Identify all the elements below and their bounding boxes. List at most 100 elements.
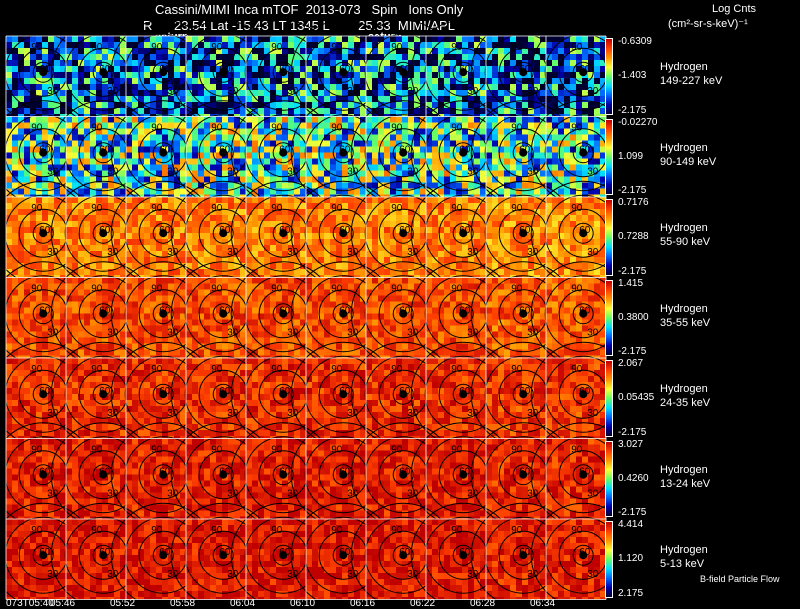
- contour-label: 90: [451, 123, 463, 134]
- contour-label: 30: [287, 408, 299, 419]
- colorbar-max-label: 3.027: [618, 438, 644, 450]
- contour-label: 90: [391, 525, 403, 536]
- contour-label: 90: [91, 284, 103, 295]
- contour-label: 30: [467, 408, 479, 419]
- contour-label: 30: [47, 489, 59, 500]
- colorbar-mid-label: 1.120: [618, 553, 644, 565]
- colorbar-min-label: -2.175: [618, 507, 647, 518]
- field-marker: [579, 68, 588, 77]
- contour-label: 30: [167, 167, 179, 178]
- field-marker: [99, 148, 108, 157]
- contour-label: 60: [39, 64, 51, 75]
- contour-label: 90: [331, 364, 343, 375]
- contour-label: 30: [167, 328, 179, 339]
- contour-line: [544, 33, 622, 111]
- contour-line: [512, 61, 534, 83]
- field-marker: [39, 309, 48, 318]
- heatmap-panel: 90 60 30: [230, 261, 336, 367]
- contour-line: [152, 383, 174, 405]
- field-marker: [219, 470, 228, 479]
- heatmap-panel: 90 60 30: [170, 502, 276, 608]
- contour-label: 90: [511, 364, 523, 375]
- contour-label: 60: [279, 225, 291, 236]
- heatmap-panel: 90 60 30: [530, 422, 636, 528]
- contour-label: 60: [99, 64, 111, 75]
- heatmap-panel: 90 60 30: [110, 100, 216, 206]
- contour-line: [332, 222, 354, 244]
- contour-label: 90: [331, 284, 343, 295]
- contour-label: 90: [391, 445, 403, 456]
- contour-label: 60: [219, 386, 231, 397]
- field-marker: [339, 309, 348, 318]
- contour-label: 90: [391, 203, 403, 214]
- contour-label: 30: [407, 247, 419, 258]
- contour-label: 60: [99, 386, 111, 397]
- contour-line: [92, 544, 114, 566]
- contour-label: 60: [39, 386, 51, 397]
- colorbar-mid-label: 0.3800: [618, 311, 649, 323]
- contour-line: [92, 222, 114, 244]
- contour-label: 60: [459, 467, 471, 478]
- contour-label: 30: [347, 167, 359, 178]
- colorbar: [605, 440, 613, 517]
- contour-label: 60: [519, 467, 531, 478]
- contour-line: [332, 383, 354, 405]
- contour-label: 30: [107, 408, 119, 419]
- contour-label: 60: [159, 145, 171, 156]
- contour-label: 60: [219, 145, 231, 156]
- contour-label: 30: [587, 408, 599, 419]
- contour-line: [452, 142, 474, 164]
- x-tick-label: 06:04: [230, 598, 256, 609]
- contour-line: [32, 222, 54, 244]
- contour-label: 30: [47, 86, 59, 97]
- heatmap-panel: 90 60 30: [410, 422, 516, 528]
- field-marker: [579, 390, 588, 399]
- contour-label: 30: [587, 167, 599, 178]
- contour-label: 90: [151, 445, 163, 456]
- contour-line: [452, 222, 474, 244]
- contour-label: 90: [271, 445, 283, 456]
- contour-label: 90: [451, 525, 463, 536]
- contour-label: 30: [287, 489, 299, 500]
- field-marker: [399, 309, 408, 318]
- field-marker: [579, 229, 588, 238]
- contour-line: [544, 194, 622, 272]
- field-marker: [399, 148, 408, 157]
- contour-label: 90: [271, 364, 283, 375]
- contour-label: 60: [459, 306, 471, 317]
- contour-label: 90: [511, 42, 523, 53]
- colorbar-units: (cm²-sr-s-keV)⁻¹: [668, 18, 748, 30]
- contour-label: 30: [167, 247, 179, 258]
- contour-label: 90: [91, 445, 103, 456]
- heatmap-panel: 90 60 30: [350, 19, 456, 125]
- contour-label: 60: [399, 145, 411, 156]
- contour-label: 60: [399, 64, 411, 75]
- contour-label: 60: [519, 64, 531, 75]
- heatmap-panel: 90 60 30: [50, 341, 156, 447]
- contour-label: 90: [271, 203, 283, 214]
- contour-line: [332, 61, 354, 83]
- contour-label: 30: [527, 86, 539, 97]
- contour-label: 60: [99, 547, 111, 558]
- contour-label: 60: [39, 225, 51, 236]
- heatmap-panel: 90 60 30: [170, 422, 276, 528]
- colorbar: [605, 279, 613, 356]
- contour-label: 90: [31, 42, 43, 53]
- colorbar-mid-label: 1.099: [618, 150, 644, 162]
- x-tick-label: 06:34: [530, 598, 556, 609]
- field-marker: [339, 68, 348, 77]
- contour-label: 60: [519, 386, 531, 397]
- field-marker: [99, 309, 108, 318]
- contour-line: [272, 383, 294, 405]
- field-marker: [579, 148, 588, 157]
- heatmap-panel: 90 60 30: [530, 180, 636, 286]
- heatmap-panel: 90 60 30: [50, 261, 156, 367]
- colorbar-max-label: -0.6309: [618, 36, 652, 47]
- contour-label: 30: [527, 247, 539, 258]
- heatmap-panel: 90 60 30: [350, 261, 456, 367]
- field-marker: [219, 148, 228, 157]
- heatmap-panel: 90 60 30: [0, 100, 96, 206]
- field-marker: [159, 309, 168, 318]
- contour-label: 90: [211, 42, 223, 53]
